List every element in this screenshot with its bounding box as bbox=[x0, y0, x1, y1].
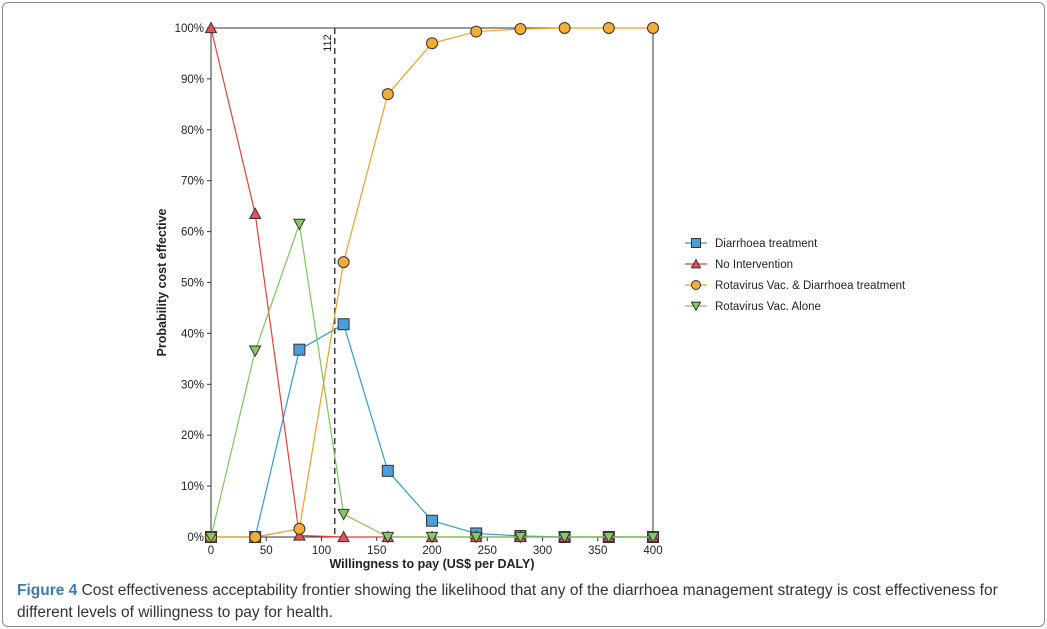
data-point-diarrhoea-treatment bbox=[381, 464, 394, 477]
y-axis-title: Probability cost effective bbox=[155, 208, 169, 356]
data-point-rotavirus-vac-alone bbox=[558, 531, 571, 544]
data-point-no-intervention bbox=[204, 21, 218, 34]
y-tick-label: 70% bbox=[181, 176, 204, 188]
data-point-rotavirus-vac-diarrhoea-treatment bbox=[426, 37, 438, 50]
data-point-diarrhoea-treatment bbox=[426, 514, 438, 527]
legend-marker-rotavirus-vac-alone bbox=[690, 301, 702, 312]
data-point-rotavirus-vac-diarrhoea-treatment bbox=[647, 22, 659, 34]
data-point-rotavirus-vac-diarrhoea-treatment bbox=[470, 25, 483, 38]
x-axis-title: Willingness to pay (US$ per DALY) bbox=[329, 557, 534, 571]
data-point-rotavirus-vac-alone bbox=[204, 531, 218, 544]
y-tick-label: 50% bbox=[181, 278, 204, 290]
x-tick-label: 200 bbox=[422, 545, 441, 557]
data-point-rotavirus-vac-diarrhoea-treatment bbox=[602, 22, 615, 34]
data-point-no-intervention bbox=[248, 207, 262, 219]
x-tick-label: 350 bbox=[588, 545, 607, 557]
y-tick-label: 60% bbox=[181, 227, 204, 239]
data-point-rotavirus-vac-alone bbox=[293, 218, 306, 231]
legend-label-rotavirus-vac-alone: Rotavirus Vac. Alone bbox=[715, 301, 821, 313]
x-tick-label: 100 bbox=[312, 545, 331, 557]
data-point-rotavirus-vac-alone bbox=[514, 531, 527, 544]
figure-caption: Figure 4 Cost effectiveness acceptabilit… bbox=[17, 580, 1032, 624]
data-point-rotavirus-vac-alone bbox=[469, 531, 483, 544]
legend-label-diarrhoea-treatment: Diarrhoea treatment bbox=[715, 238, 818, 250]
y-tick-label: 40% bbox=[181, 328, 204, 340]
y-tick-label: 0% bbox=[187, 532, 204, 544]
y-tick-label: 30% bbox=[181, 379, 204, 391]
y-tick-label: 90% bbox=[181, 74, 204, 86]
data-point-rotavirus-vac-diarrhoea-treatment bbox=[514, 23, 527, 36]
series-line-diarrhoea-treatment bbox=[211, 323, 653, 538]
x-tick-label: 0 bbox=[208, 545, 214, 557]
caption-text: Cost effectiveness acceptability frontie… bbox=[17, 582, 998, 621]
x-tick-label: 400 bbox=[643, 545, 662, 557]
data-point-rotavirus-vac-alone bbox=[248, 345, 262, 358]
figure-label: Figure 4 bbox=[17, 582, 78, 599]
x-tick-label: 50 bbox=[260, 545, 273, 557]
data-point-rotavirus-vac-alone bbox=[425, 531, 439, 544]
data-point-rotavirus-vac-alone bbox=[602, 531, 616, 544]
legend-label-no-intervention: No Intervention bbox=[715, 259, 793, 271]
y-tick-label: 10% bbox=[181, 481, 204, 493]
y-tick-label: 80% bbox=[181, 125, 204, 137]
data-point-rotavirus-vac-diarrhoea-treatment bbox=[337, 256, 350, 269]
threshold-label: 112 bbox=[322, 34, 334, 52]
chart: 0% 10% 20% 30% 40% 50% 60% 70% 80% 90% 100% 0 50 100 1… bbox=[155, 21, 906, 571]
legend-marker-no-intervention bbox=[690, 258, 702, 269]
y-tick-label: 20% bbox=[181, 430, 204, 442]
data-point-rotavirus-vac-diarrhoea-treatment bbox=[293, 522, 306, 535]
x-tick-label: 300 bbox=[533, 545, 552, 557]
data-point-diarrhoea-treatment bbox=[337, 318, 350, 331]
data-point-rotavirus-vac-alone bbox=[337, 508, 350, 521]
series-line-no-intervention bbox=[210, 27, 653, 538]
data-point-rotavirus-vac-diarrhoea-treatment bbox=[381, 88, 394, 101]
y-tick-label: 100% bbox=[175, 23, 204, 35]
legend-marker-diarrhoea-treatment bbox=[691, 238, 701, 248]
legend-label-rotavirus-vac-diarrhoea-treatment: Rotavirus Vac. & Diarrhoea treatment bbox=[715, 280, 906, 292]
data-point-rotavirus-vac-diarrhoea-treatment bbox=[558, 22, 571, 34]
x-tick-label: 250 bbox=[478, 545, 497, 557]
data-point-no-intervention bbox=[293, 528, 306, 541]
plot-frame bbox=[210, 27, 654, 538]
series-line-rotavirus-vac-diarrhoea-treatment bbox=[211, 27, 653, 538]
data-point-no-intervention bbox=[337, 530, 350, 543]
x-tick-label: 150 bbox=[367, 545, 386, 557]
series-line-rotavirus-vac-alone bbox=[210, 223, 653, 538]
data-point-rotavirus-vac-diarrhoea-treatment bbox=[249, 531, 262, 543]
legend-marker-rotavirus-vac-diarrhoea-treatment bbox=[691, 280, 701, 290]
data-point-rotavirus-vac-alone bbox=[381, 531, 395, 544]
data-point-rotavirus-vac-alone bbox=[646, 531, 660, 544]
data-point-diarrhoea-treatment bbox=[293, 343, 306, 356]
